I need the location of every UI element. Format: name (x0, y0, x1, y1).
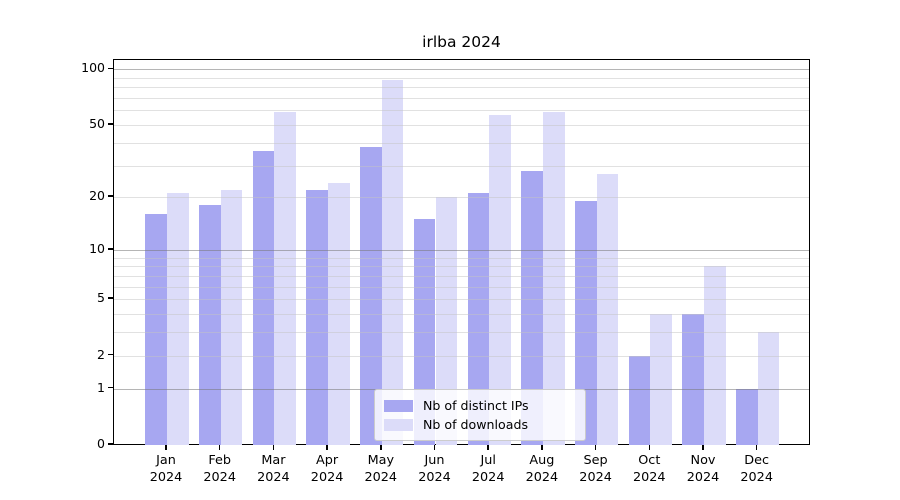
bar-downloads-sep (596, 173, 619, 445)
bar-downloads-jun (435, 197, 458, 445)
bar-ips-jul (467, 193, 490, 445)
bar-downloads-may (381, 79, 404, 445)
x-tick-label-jul: Jul 2024 (471, 453, 505, 485)
x-tick-label-jan: Jan 2024 (149, 453, 183, 485)
y-tick-mark (108, 386, 113, 389)
gridline-30 (114, 165, 809, 167)
x-tick-label-oct: Oct 2024 (633, 453, 666, 485)
bar-downloads-jan (167, 193, 189, 445)
gridline-90 (114, 77, 809, 79)
y-tick-mark (108, 248, 113, 250)
y-tick-mark (108, 443, 113, 445)
x-tick-label-feb: Feb 2024 (203, 453, 236, 485)
y-tick-label-0: 0 (97, 436, 105, 451)
gridline-20 (114, 197, 809, 199)
bar-ips-feb (199, 205, 221, 445)
x-tick-label-sep: Sep 2024 (579, 453, 612, 485)
bar-ips-dec (736, 388, 758, 445)
x-tick-mark (594, 445, 597, 450)
gridline-70 (114, 98, 809, 99)
bar-ips-aug (521, 170, 543, 445)
y-tick-label-1: 1 (97, 379, 105, 395)
x-tick-mark (702, 445, 704, 450)
x-tick-mark (648, 445, 651, 450)
y-tick-mark (108, 123, 113, 125)
bar-downloads-mar (274, 111, 297, 445)
y-tick-mark (108, 67, 113, 70)
x-tick-label-dec: Dec 2024 (740, 453, 773, 485)
y-tick-label-5: 5 (97, 290, 105, 306)
y-tick-label-20: 20 (89, 188, 105, 204)
bar-downloads-feb (220, 189, 243, 445)
x-tick-mark (380, 445, 382, 450)
x-tick-mark (165, 445, 167, 450)
legend-label-downloads: Nb of downloads (423, 417, 529, 432)
bar-ips-sep (574, 201, 597, 445)
plot-area (113, 59, 810, 445)
bar-ips-oct (628, 355, 651, 445)
x-tick-mark (487, 445, 489, 450)
bar-downloads-nov (704, 266, 726, 445)
y-tick-mark (108, 297, 113, 299)
bar-ips-apr (306, 189, 329, 445)
x-tick-mark (433, 445, 436, 450)
bar-downloads-aug (542, 111, 565, 445)
x-tick-label-aug: Aug 2024 (525, 453, 559, 485)
chart-title: irlba 2024 (422, 33, 501, 51)
bar-ips-nov (682, 314, 704, 445)
gridline-50 (114, 124, 809, 126)
x-tick-mark (326, 445, 328, 450)
gridline-40 (114, 142, 809, 144)
legend-row-distinct-ips: Nb of distinct IPs (384, 396, 577, 415)
x-tick-label-mar: Mar 2024 (257, 453, 290, 485)
y-tick-label-10: 10 (89, 240, 105, 256)
gridline-80 (114, 87, 809, 89)
y-tick-label-2: 2 (97, 346, 105, 362)
y-tick-mark (108, 195, 113, 197)
x-tick-label-may: May 2024 (364, 453, 398, 485)
x-tick-label-jun: Jun 2024 (418, 453, 451, 485)
bar-ips-mar (252, 151, 275, 445)
x-tick-label-apr: Apr 2024 (310, 453, 344, 485)
y-tick-mark (108, 353, 113, 356)
x-tick-mark (272, 445, 275, 450)
y-tick-label-50: 50 (89, 115, 105, 131)
bar-downloads-oct (650, 314, 672, 445)
legend-swatch-distinct-ips (384, 399, 413, 412)
x-tick-mark (541, 445, 543, 450)
gridline-100 (114, 69, 809, 71)
y-tick-label-100: 100 (81, 60, 105, 76)
legend: Nb of distinct IPs Nb of downloads (374, 389, 586, 441)
legend-label-distinct-ips: Nb of distinct IPs (423, 398, 529, 413)
bar-downloads-dec (757, 332, 780, 445)
x-tick-mark (218, 445, 221, 450)
legend-swatch-downloads (384, 418, 413, 431)
bar-downloads-apr (328, 183, 350, 445)
bar-downloads-jul (489, 114, 511, 445)
legend-row-downloads: Nb of downloads (384, 415, 577, 434)
x-tick-label-nov: Nov 2024 (686, 453, 720, 485)
bar-ips-jan (145, 214, 167, 445)
bar-ips-may (360, 146, 382, 445)
x-tick-mark (755, 445, 758, 450)
gridline-60 (114, 110, 809, 112)
